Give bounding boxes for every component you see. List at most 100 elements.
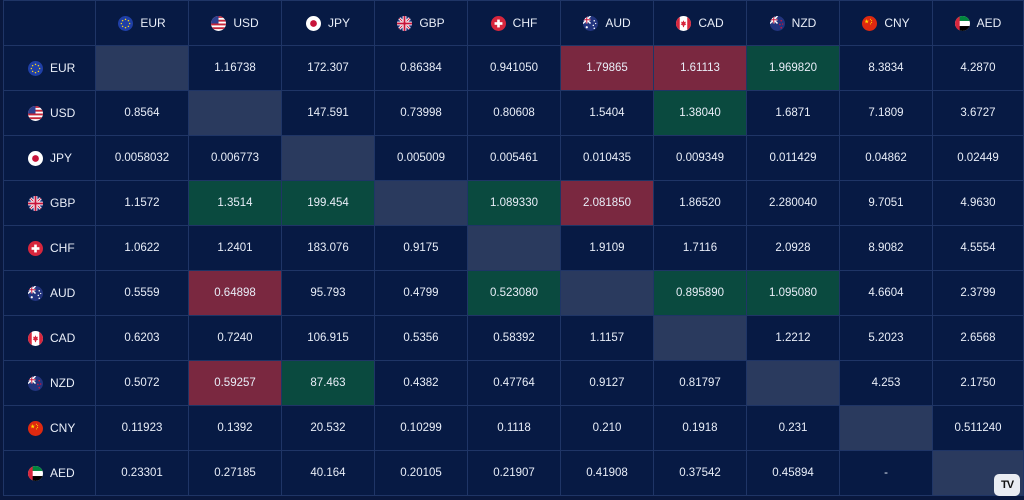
rate-cell[interactable]: 0.0058032 [95, 135, 189, 181]
column-header-nzd[interactable]: NZD [746, 0, 840, 46]
rate-cell[interactable]: 4.253 [839, 360, 933, 406]
rate-cell[interactable]: 0.9175 [374, 225, 468, 271]
rate-cell[interactable]: 1.1572 [95, 180, 189, 226]
rate-cell[interactable] [467, 225, 561, 271]
column-header-cad[interactable]: CAD [653, 0, 747, 46]
rate-cell[interactable]: 2.081850 [560, 180, 654, 226]
rate-cell[interactable]: 1.38040 [653, 90, 747, 136]
row-header-chf[interactable]: CHF [3, 225, 96, 271]
row-header-jpy[interactable]: JPY [3, 135, 96, 181]
tradingview-logo[interactable]: TV [994, 474, 1020, 496]
rate-cell[interactable] [746, 360, 840, 406]
rate-cell[interactable]: 0.9127 [560, 360, 654, 406]
rate-cell[interactable]: 0.523080 [467, 270, 561, 316]
column-header-chf[interactable]: CHF [467, 0, 561, 46]
rate-cell[interactable]: 1.2401 [188, 225, 282, 271]
column-header-aed[interactable]: AED [932, 0, 1024, 46]
column-header-jpy[interactable]: JPY [281, 0, 375, 46]
rate-cell[interactable]: 4.9630 [932, 180, 1024, 226]
rate-cell[interactable]: 1.095080 [746, 270, 840, 316]
rate-cell[interactable]: 0.47764 [467, 360, 561, 406]
rate-cell[interactable]: 1.2212 [746, 315, 840, 361]
row-header-cad[interactable]: CAD [3, 315, 96, 361]
rate-cell[interactable]: 0.011429 [746, 135, 840, 181]
rate-cell[interactable]: 3.6727 [932, 90, 1024, 136]
row-header-aud[interactable]: AUD [3, 270, 96, 316]
rate-cell[interactable]: 183.076 [281, 225, 375, 271]
rate-cell[interactable]: 0.895890 [653, 270, 747, 316]
rate-cell[interactable]: 9.7051 [839, 180, 933, 226]
rate-cell[interactable]: 1.61113 [653, 45, 747, 91]
rate-cell[interactable]: 0.4799 [374, 270, 468, 316]
rate-cell[interactable]: 0.37542 [653, 450, 747, 496]
rate-cell[interactable]: 0.45894 [746, 450, 840, 496]
rate-cell[interactable]: 5.2023 [839, 315, 933, 361]
rate-cell[interactable]: 2.1750 [932, 360, 1024, 406]
rate-cell[interactable]: 1.1157 [560, 315, 654, 361]
rate-cell[interactable]: 0.64898 [188, 270, 282, 316]
rate-cell[interactable]: - [839, 450, 933, 496]
rate-cell[interactable]: 199.454 [281, 180, 375, 226]
rate-cell[interactable]: 172.307 [281, 45, 375, 91]
row-header-nzd[interactable]: NZD [3, 360, 96, 406]
rate-cell[interactable]: 2.3799 [932, 270, 1024, 316]
rate-cell[interactable]: 2.0928 [746, 225, 840, 271]
rate-cell[interactable]: 7.1809 [839, 90, 933, 136]
rate-cell[interactable]: 1.0622 [95, 225, 189, 271]
rate-cell[interactable]: 2.6568 [932, 315, 1024, 361]
rate-cell[interactable]: 0.1118 [467, 405, 561, 451]
rate-cell[interactable]: 20.532 [281, 405, 375, 451]
rate-cell[interactable]: 106.915 [281, 315, 375, 361]
rate-cell[interactable]: 1.79865 [560, 45, 654, 91]
rate-cell[interactable]: 0.11923 [95, 405, 189, 451]
rate-cell[interactable]: 0.5072 [95, 360, 189, 406]
rate-cell[interactable] [560, 270, 654, 316]
rate-cell[interactable] [839, 405, 933, 451]
rate-cell[interactable]: 0.58392 [467, 315, 561, 361]
rate-cell[interactable]: 2.280040 [746, 180, 840, 226]
rate-cell[interactable] [281, 135, 375, 181]
rate-cell[interactable]: 0.511240 [932, 405, 1024, 451]
row-header-usd[interactable]: USD [3, 90, 96, 136]
column-header-usd[interactable]: USD [188, 0, 282, 46]
column-header-gbp[interactable]: GBP [374, 0, 468, 46]
rate-cell[interactable]: 0.941050 [467, 45, 561, 91]
rate-cell[interactable]: 1.3514 [188, 180, 282, 226]
row-header-eur[interactable]: EUR [3, 45, 96, 91]
rate-cell[interactable]: 0.005009 [374, 135, 468, 181]
rate-cell[interactable]: 1.7116 [653, 225, 747, 271]
rate-cell[interactable]: 0.231 [746, 405, 840, 451]
rate-cell[interactable]: 0.5559 [95, 270, 189, 316]
column-header-cny[interactable]: CNY [839, 0, 933, 46]
rate-cell[interactable]: 4.2870 [932, 45, 1024, 91]
rate-cell[interactable]: 0.04862 [839, 135, 933, 181]
rate-cell[interactable] [95, 45, 189, 91]
rate-cell[interactable]: 0.27185 [188, 450, 282, 496]
rate-cell[interactable] [653, 315, 747, 361]
rate-cell[interactable]: 1.6871 [746, 90, 840, 136]
rate-cell[interactable]: 1.969820 [746, 45, 840, 91]
rate-cell[interactable]: 0.010435 [560, 135, 654, 181]
rate-cell[interactable]: 0.7240 [188, 315, 282, 361]
rate-cell[interactable] [188, 90, 282, 136]
rate-cell[interactable]: 0.5356 [374, 315, 468, 361]
rate-cell[interactable]: 4.6604 [839, 270, 933, 316]
rate-cell[interactable]: 1.5404 [560, 90, 654, 136]
rate-cell[interactable]: 0.59257 [188, 360, 282, 406]
rate-cell[interactable]: 0.210 [560, 405, 654, 451]
rate-cell[interactable]: 1.16738 [188, 45, 282, 91]
row-header-cny[interactable]: CNY [3, 405, 96, 451]
rate-cell[interactable]: 8.9082 [839, 225, 933, 271]
rate-cell[interactable]: 0.86384 [374, 45, 468, 91]
rate-cell[interactable]: 87.463 [281, 360, 375, 406]
column-header-eur[interactable]: EUR [95, 0, 189, 46]
rate-cell[interactable]: 0.1918 [653, 405, 747, 451]
rate-cell[interactable]: 0.4382 [374, 360, 468, 406]
rate-cell[interactable]: 0.009349 [653, 135, 747, 181]
rate-cell[interactable]: 0.02449 [932, 135, 1024, 181]
rate-cell[interactable]: 0.6203 [95, 315, 189, 361]
rate-cell[interactable]: 0.10299 [374, 405, 468, 451]
rate-cell[interactable]: 0.41908 [560, 450, 654, 496]
rate-cell[interactable]: 0.1392 [188, 405, 282, 451]
rate-cell[interactable]: 0.80608 [467, 90, 561, 136]
